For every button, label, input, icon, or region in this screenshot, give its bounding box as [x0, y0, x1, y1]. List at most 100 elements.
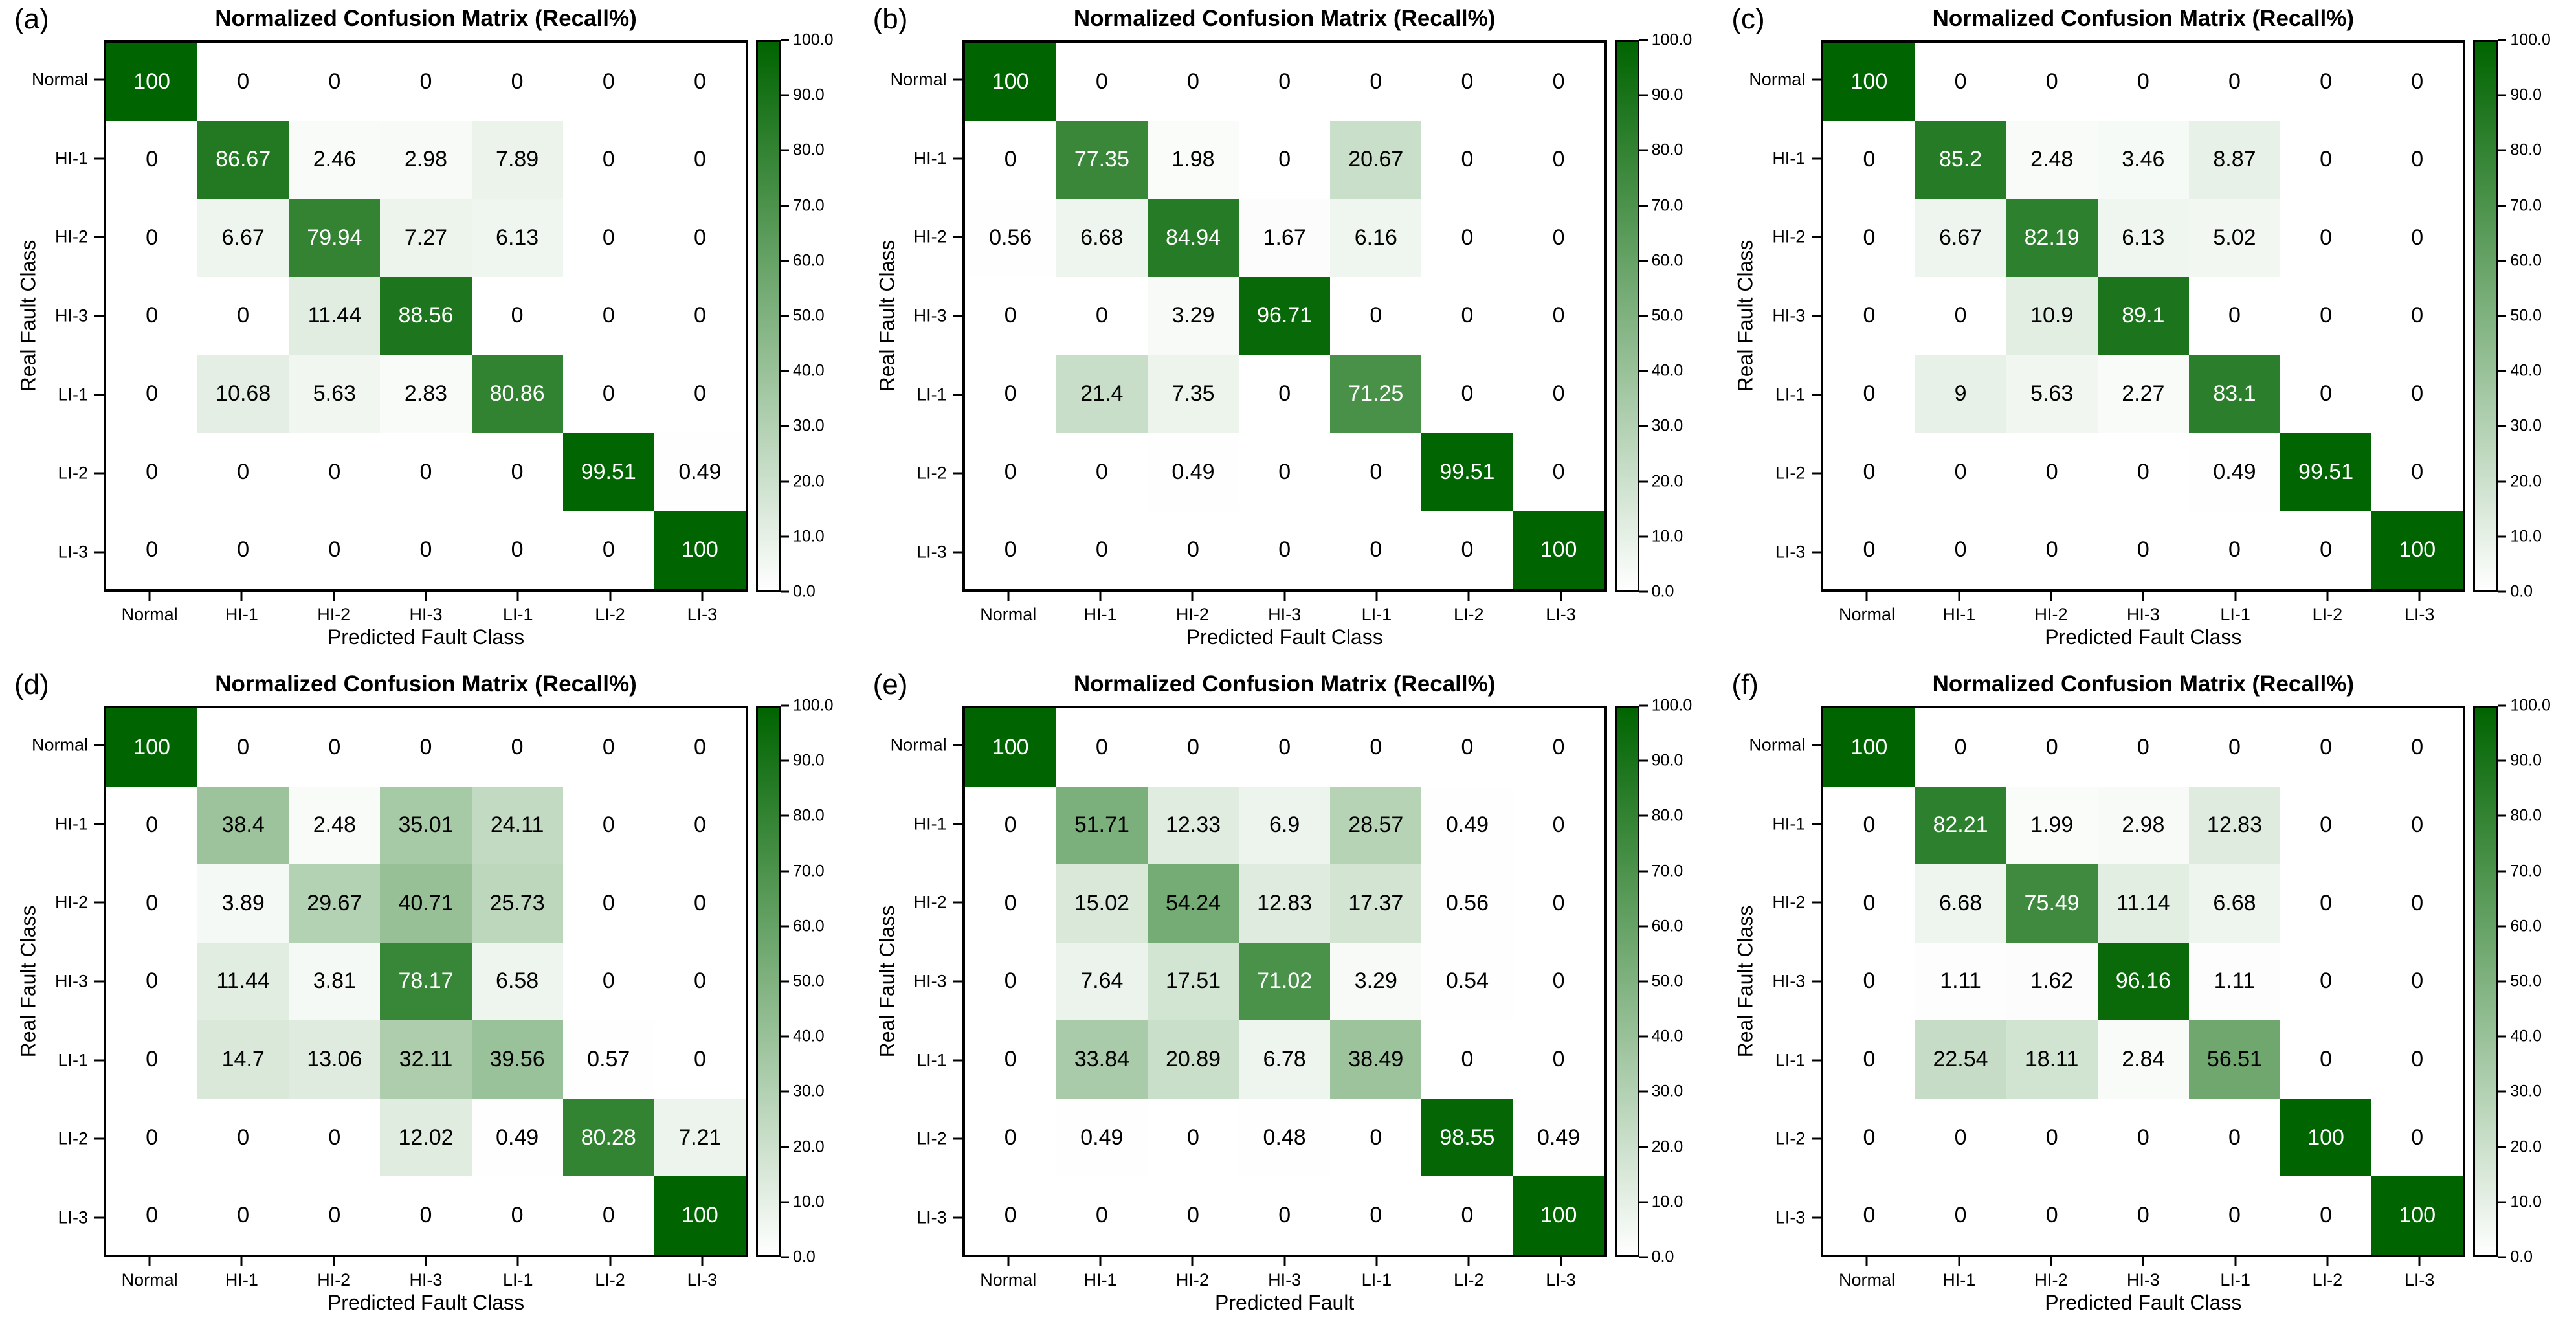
y-tick-mark	[953, 157, 962, 160]
heatmap-cell: 80.86	[471, 355, 563, 433]
colorbar-tick-label: 50.0	[793, 306, 825, 325]
colorbar-gradient	[2473, 706, 2498, 1257]
heatmap-cell: 2.48	[2006, 120, 2098, 199]
heatmap-cell: 0	[1421, 276, 1513, 355]
heatmap-cell: 0	[106, 1020, 198, 1099]
x-axis-title: Predicted Fault	[1215, 1291, 1355, 1314]
x-tick-labels: Normal HI-1 HI-2 HI-3 LI-1 LI-2 LI-3	[1821, 1257, 2465, 1296]
y-tick-mark	[1812, 901, 1821, 904]
heatmap-cell: 6.13	[471, 199, 563, 277]
y-tick-mark	[953, 901, 962, 904]
heatmap-cell: 0	[2371, 864, 2463, 943]
panel-letter: (d)	[14, 669, 49, 700]
heatmap-cell: 0	[562, 708, 654, 787]
y-tick-label: HI-3	[54, 306, 88, 326]
confusion-matrix-panel: (a) Normalized Confusion Matrix (Recall%…	[0, 0, 859, 666]
colorbar-tick-labels: 100.0 90.0 80.0 70.0 60.0 50.0 40.0 30.0 20.0 10.…	[2498, 31, 2575, 601]
heatmap-cell: 0	[562, 1176, 654, 1255]
heatmap-cell: 6.78	[1239, 1020, 1331, 1099]
heatmap-cell: 0	[1330, 1098, 1422, 1177]
y-tick-label: HI-3	[913, 306, 947, 326]
colorbar-tick-labels: 100.0 90.0 80.0 70.0 60.0 50.0 40.0 30.0 20.0 10.…	[1639, 31, 1717, 601]
x-tick-mark	[701, 1257, 704, 1266]
colorbar-tick-mark	[781, 759, 789, 762]
heatmap-cell: 0	[654, 786, 746, 865]
colorbar-tick-label: 50.0	[1651, 306, 1683, 325]
x-tick-mark	[1007, 592, 1010, 601]
colorbar-tick-mark	[781, 315, 789, 317]
heatmap-cell: 0	[2006, 43, 2098, 121]
heatmap-cell: 2.83	[380, 355, 472, 433]
colorbar-tick-label: 80.0	[2510, 140, 2542, 159]
x-tick-label: LI-3	[687, 605, 718, 624]
heatmap-cell: 0	[1421, 1020, 1513, 1099]
heatmap-cell: 5.63	[2006, 355, 2098, 433]
heatmap-cell: 0	[2371, 43, 2463, 121]
colorbar-tick-mark	[2498, 370, 2507, 372]
x-tick-mark	[609, 1257, 612, 1266]
x-tick-label: HI-3	[409, 605, 443, 624]
heatmap-cell: 3.29	[1147, 276, 1239, 355]
confusion-matrix-panel: (e) Normalized Confusion Matrix (Recall%…	[859, 666, 1718, 1331]
x-tick-mark	[2234, 592, 2237, 601]
colorbar-tick-label: 50.0	[2510, 306, 2542, 325]
colorbar-tick-label: 0.0	[793, 582, 816, 601]
y-tick-mark	[94, 551, 104, 554]
heatmap-cell: 0	[1513, 864, 1604, 943]
y-tick-mark	[953, 980, 962, 983]
x-tick-mark	[333, 1257, 335, 1266]
heatmap-cell: 0.49	[2188, 432, 2281, 511]
heatmap-cell: 86.67	[197, 120, 289, 199]
colorbar-tick-mark	[781, 1090, 789, 1093]
colorbar-tick-mark	[1639, 535, 1648, 538]
heatmap-cell: 6.16	[1330, 199, 1422, 277]
heatmap-cell: 0	[2188, 708, 2281, 787]
heatmap-cell: 56.51	[2188, 1020, 2281, 1099]
x-tick-label: Normal	[980, 605, 1037, 624]
colorbar-tick-label: 40.0	[1651, 1027, 1683, 1046]
heatmap-cell: 0	[1330, 43, 1422, 121]
heatmap-cell: 0	[2097, 1098, 2189, 1177]
heatmap-cell: 100	[1513, 1176, 1604, 1255]
colorbar-tick-mark	[1639, 425, 1648, 427]
colorbar-tick-label: 10.0	[2510, 1192, 2542, 1211]
colorbar-tick-mark	[2498, 925, 2507, 928]
y-tick-mark	[94, 1137, 104, 1140]
heatmap-cell: 6.68	[2188, 864, 2281, 943]
heatmap-cell: 0	[1823, 1098, 1915, 1177]
y-tick-mark	[953, 551, 962, 554]
colorbar-tick-mark	[1639, 759, 1648, 762]
heatmap-cell: 3.81	[289, 942, 381, 1021]
heatmap-cell: 25.73	[471, 864, 563, 943]
colorbar-tick-label: 80.0	[1651, 140, 1683, 159]
colorbar-tick-mark	[781, 704, 789, 707]
x-tick-label: HI-1	[1083, 1270, 1117, 1290]
x-tick-mark	[701, 592, 704, 601]
heatmap-grid: 100 0 0 0 0 0 0 0 86.67 2.46 2.98 7.89 0 0 0 6.67 79.94 7…	[104, 40, 748, 592]
y-tick-label: LI-2	[58, 463, 88, 483]
heatmap-cell: 0	[1056, 276, 1148, 355]
colorbar-tick-labels: 100.0 90.0 80.0 70.0 60.0 50.0 40.0 30.0 20.0 10.…	[1639, 697, 1717, 1266]
y-tick-mark	[1812, 551, 1821, 554]
heatmap-cell: 0	[964, 432, 1056, 511]
heatmap-cell: 0	[964, 276, 1056, 355]
colorbar-tick-mark	[781, 980, 789, 983]
heatmap-cell: 0	[1147, 708, 1239, 787]
heatmap-cell: 0	[1513, 1020, 1604, 1099]
colorbar-tick-label: 60.0	[793, 251, 825, 270]
y-tick-label: LI-2	[1775, 1128, 1806, 1148]
x-axis-title: Predicted Fault Class	[1186, 625, 1383, 649]
colorbar-tick-mark	[1639, 205, 1648, 207]
heatmap-cell: 13.06	[289, 1020, 381, 1099]
heatmap-cell: 0.57	[562, 1020, 654, 1099]
y-tick-mark	[94, 315, 104, 317]
heatmap-cell: 0	[2371, 1020, 2463, 1099]
y-tick-mark	[953, 1216, 962, 1219]
x-tick-label: HI-2	[1175, 605, 1209, 624]
heatmap-cell: 12.83	[1239, 864, 1331, 943]
y-tick-label: LI-3	[58, 1207, 88, 1227]
y-tick-mark	[1812, 1137, 1821, 1140]
colorbar-tick-label: 60.0	[2510, 251, 2542, 270]
heatmap-grid: 100 0 0 0 0 0 0 0 77.35 1.98 0 20.67 0 0 0.56 6.68 84.94…	[962, 40, 1607, 592]
y-tick-label: HI-1	[913, 814, 947, 834]
